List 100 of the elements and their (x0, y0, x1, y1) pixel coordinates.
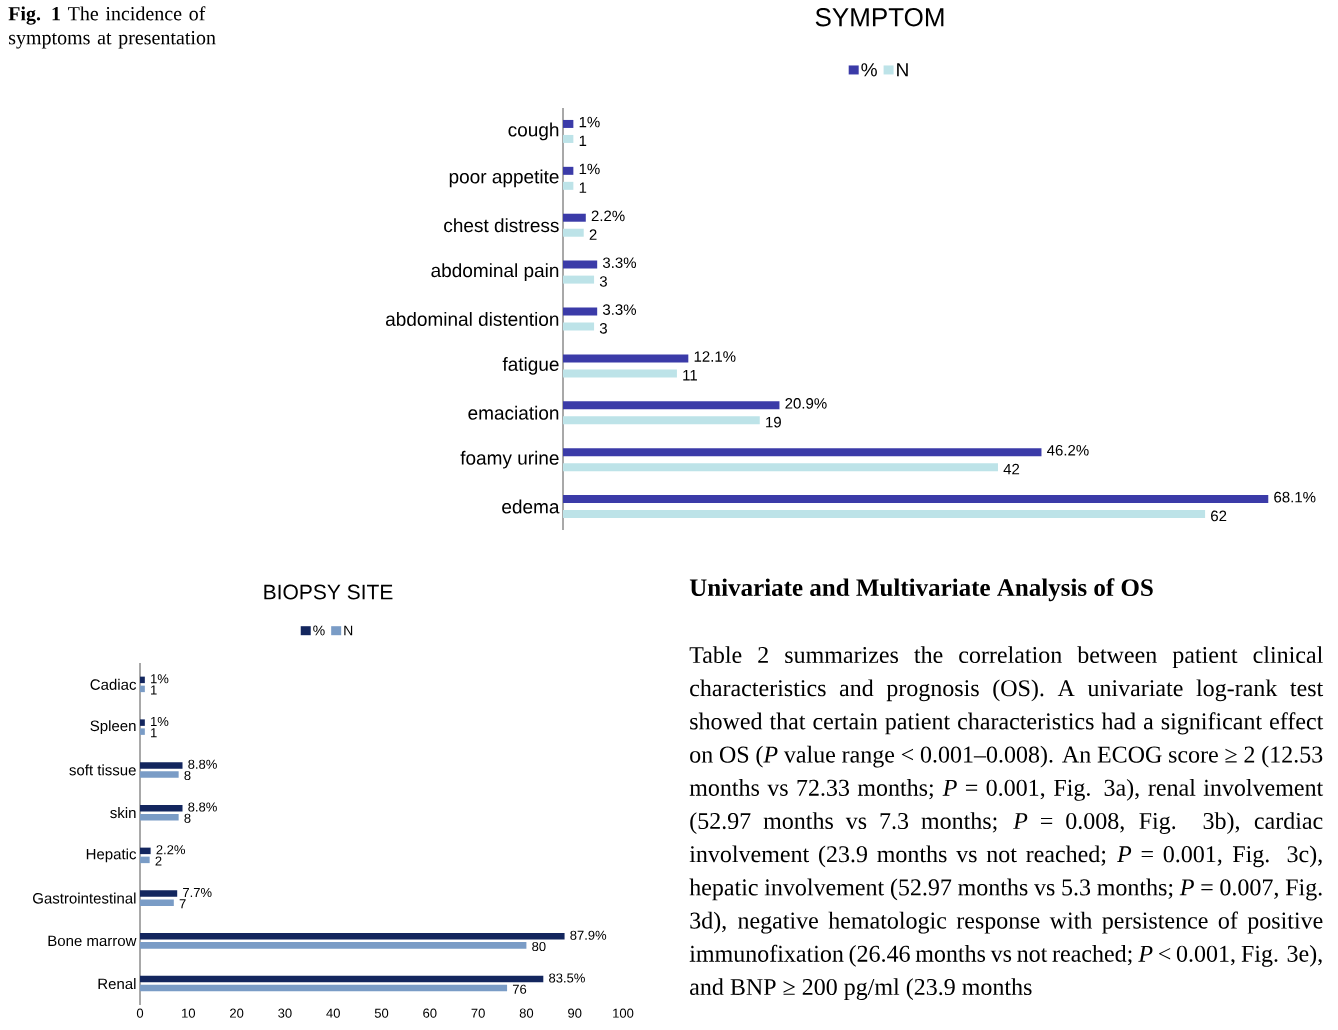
x-tick-label: 30 (278, 1008, 292, 1018)
data-label: 12.1% (694, 351, 736, 362)
y-tick-label: poor appetite (449, 169, 559, 188)
data-label: 7.7% (183, 887, 212, 898)
bar (140, 984, 508, 992)
data-label: 8 (184, 770, 191, 781)
data-label: 1 (151, 685, 157, 695)
y-tick-label: fatigue (502, 357, 559, 375)
y-tick-label: Spleen (90, 720, 136, 735)
bar (140, 685, 145, 693)
y-tick-label: chest distress (444, 218, 559, 233)
bar (140, 890, 178, 897)
y-tick-label: soft tissue (69, 764, 136, 776)
data-label: 19 (766, 416, 781, 428)
data-label: 1% (579, 163, 600, 175)
bar (563, 354, 689, 363)
y-tick-label: Hepatic (86, 848, 137, 863)
bar (140, 933, 565, 940)
bar (563, 401, 780, 410)
legend-label: % (313, 625, 325, 636)
data-label: 7 (179, 899, 186, 909)
data-label: 2 (155, 856, 162, 866)
data-label: 1% (579, 116, 600, 128)
y-tick-label: abdominal pain (431, 263, 559, 281)
y-tick-label: abdominal distention (385, 312, 559, 326)
bar (563, 228, 584, 237)
bar (140, 728, 145, 735)
y-tick-label: Cadiac (90, 678, 137, 690)
text: Fig. 1 The incidence of symptoms at presentation (8, 6, 216, 49)
bar (140, 847, 151, 855)
bar (563, 416, 760, 425)
data-label: 46.2% (1047, 444, 1089, 456)
data-label: 1% (151, 674, 169, 684)
bar (563, 369, 677, 378)
bar (140, 856, 150, 864)
y-tick-label: Bone marrow (48, 935, 137, 947)
data-label: 1 (579, 182, 587, 193)
y-tick-label: Renal (98, 978, 136, 990)
bar (140, 762, 183, 769)
y-tick-label: cough (508, 122, 559, 141)
data-label: 62 (1211, 510, 1227, 522)
data-label: 3 (599, 323, 607, 334)
legend-label: N (897, 63, 908, 77)
bar (563, 275, 595, 284)
bar (563, 510, 1206, 519)
y-tick-label: emaciation (468, 405, 559, 420)
x-tick-label: 20 (230, 1008, 244, 1018)
bar (140, 899, 174, 906)
text: Table 2 summarizes the correlation between patient clinical characteristics and prognosis (OS). A univariate log-rank test showed that certain patient characteristics had a significant effect on OS (P value range < 0.001–0.008). An ECOG score ≥ 2 (12.53 months vs 72.33 months; P = 0.001, Fig. 3a), renal involvement (52.97 months vs 7.3 months; P = 0.008, Fig. 3b), cardiac involvement (23.9 months vs not reached; P = 0.001, Fig. 3c), hepatic involvement (52.97 months vs 5.3 months; P = 0.007, Fig. 3d), negative hematologic response with persistence of positive immunofixation (26.46 months vs not reached; P < 0.001, Fig. 3e), and BNP ≥ 200 pg/ml (23.9 months (689, 646, 1324, 1001)
data-label: 2 (589, 229, 597, 240)
data-label: 11 (683, 370, 697, 381)
legend-label: % (861, 63, 877, 77)
x-tick-label: 80 (519, 1008, 534, 1018)
data-label: 83.5% (549, 973, 585, 983)
data-label: 1 (579, 135, 587, 146)
bar (140, 771, 179, 778)
data-label: 1% (151, 716, 169, 727)
data-label: 1 (151, 728, 157, 738)
data-label: 8.8% (188, 759, 217, 769)
x-tick-label: 50 (374, 1008, 389, 1018)
data-label: 3.3% (602, 304, 637, 315)
x-tick-label: 100 (613, 1008, 634, 1018)
data-label: 80 (532, 941, 546, 952)
data-label: 8 (184, 813, 191, 823)
y-tick-label: Gastrointestinal (33, 892, 136, 904)
bar (140, 942, 527, 949)
bar (563, 213, 586, 222)
data-label: 2.2% (591, 210, 625, 222)
bar (563, 134, 574, 143)
data-label: 3 (599, 276, 607, 287)
bar (563, 322, 595, 331)
legend-label: N (344, 625, 353, 636)
bar (140, 813, 179, 821)
data-label: 76 (512, 984, 527, 994)
chart-title: BIOPSY SITE (264, 584, 393, 600)
bar (563, 119, 574, 128)
bar (563, 495, 1269, 504)
chart-title: SYMPTOM (815, 8, 944, 27)
x-tick-label: 0 (136, 1008, 144, 1018)
x-tick-label: 60 (423, 1008, 437, 1018)
x-tick-label: 10 (182, 1008, 196, 1018)
bar (140, 975, 544, 983)
bar (140, 676, 145, 684)
y-tick-label: edema (502, 499, 560, 514)
y-tick-label: skin (110, 807, 136, 819)
y-tick-label: foamy urine (460, 450, 559, 469)
bar (563, 463, 998, 472)
bar (563, 260, 598, 269)
bar (563, 181, 574, 190)
bar (563, 166, 574, 175)
data-label: 87.9% (570, 930, 607, 940)
data-label: 2.2% (156, 845, 186, 855)
bar (140, 804, 183, 812)
x-tick-label: 90 (568, 1008, 582, 1018)
x-tick-label: 70 (471, 1008, 485, 1018)
data-label: 8.8% (188, 802, 217, 812)
bar (563, 448, 1042, 457)
data-label: 20.9% (785, 398, 827, 409)
data-label: 42 (1003, 463, 1020, 475)
bar (140, 719, 145, 726)
